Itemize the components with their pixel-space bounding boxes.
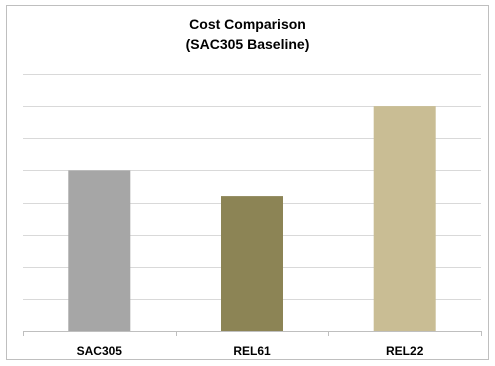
chart-title: Cost Comparison (SAC305 Baseline) — [0, 14, 495, 54]
bars — [68, 106, 436, 331]
category-label-rel61: REL61 — [233, 344, 271, 358]
bar-rel61 — [221, 196, 283, 331]
x-axis — [23, 331, 482, 336]
category-label-sac305: SAC305 — [77, 344, 123, 358]
chart-title-line-2: (SAC305 Baseline) — [185, 36, 310, 52]
chart-title-line-1: Cost Comparison — [189, 16, 306, 32]
bar-rel22 — [373, 106, 436, 331]
category-label-rel22: REL22 — [386, 344, 424, 358]
category-labels: SAC305 REL61 REL22 — [77, 344, 424, 358]
bar-sac305 — [68, 170, 131, 331]
